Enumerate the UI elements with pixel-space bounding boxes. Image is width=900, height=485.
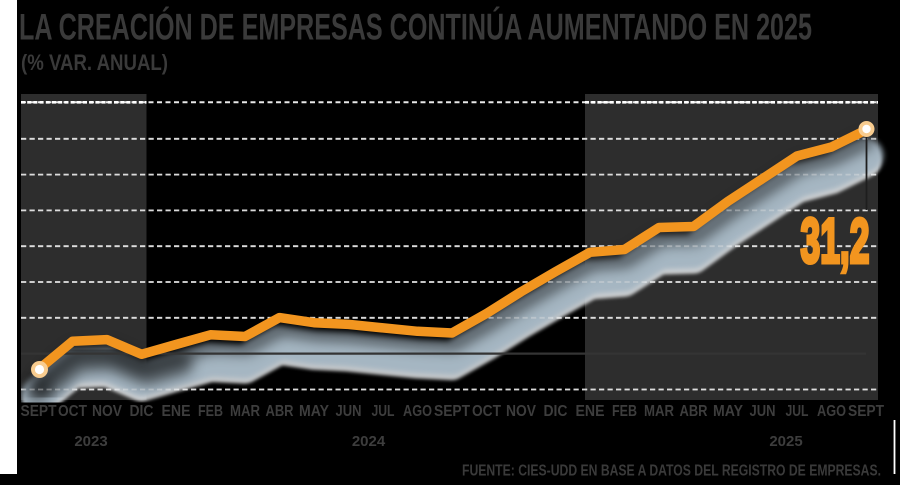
svg-text:ABR: ABR (266, 403, 294, 420)
svg-text:ENE: ENE (576, 403, 605, 420)
svg-text:JUN: JUN (750, 403, 776, 420)
svg-text:2023: 2023 (74, 433, 107, 450)
svg-text:ABR: ABR (680, 403, 708, 420)
svg-text:JUL: JUL (786, 403, 809, 420)
svg-text:MAY: MAY (299, 403, 329, 420)
svg-text:MAY: MAY (713, 403, 743, 420)
svg-text:FUENTE: CIES-UDD EN BASE A DAT: FUENTE: CIES-UDD EN BASE A DATOS DEL REG… (462, 463, 881, 480)
svg-text:AGO: AGO (403, 403, 432, 420)
svg-text:JUL: JUL (372, 403, 395, 420)
svg-text:LA CREACIÓN DE EMPRESAS CONTIN: LA CREACIÓN DE EMPRESAS CONTINÚA AUMENTA… (19, 6, 812, 48)
svg-text:SEPT: SEPT (434, 403, 470, 420)
svg-text:FEB: FEB (612, 403, 637, 420)
svg-text:(% VAR. ANUAL): (% VAR. ANUAL) (21, 50, 168, 75)
svg-text:MAR: MAR (230, 403, 260, 420)
svg-text:NOV: NOV (92, 403, 122, 420)
svg-text:FEB: FEB (198, 403, 223, 420)
svg-text:AGO: AGO (817, 403, 846, 420)
svg-text:OCT: OCT (472, 403, 501, 420)
svg-text:MAR: MAR (644, 403, 674, 420)
svg-text:OCT: OCT (58, 403, 87, 420)
svg-text:SEPT: SEPT (848, 403, 884, 420)
svg-text:2025: 2025 (769, 433, 802, 450)
svg-text:DIC: DIC (130, 403, 154, 420)
svg-text:JUN: JUN (336, 403, 362, 420)
svg-text:NOV: NOV (506, 403, 536, 420)
svg-text:ENE: ENE (162, 403, 191, 420)
svg-text:2024: 2024 (352, 433, 386, 450)
svg-text:DIC: DIC (544, 403, 568, 420)
svg-text:SEPT: SEPT (21, 403, 57, 420)
svg-text:31,2: 31,2 (801, 207, 870, 277)
